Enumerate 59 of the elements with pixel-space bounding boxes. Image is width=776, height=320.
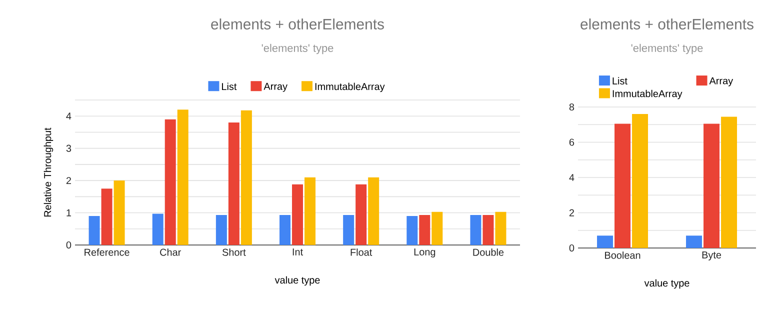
x-tick-label: Double <box>473 248 504 256</box>
bar <box>686 236 702 248</box>
bar <box>632 114 648 248</box>
x-tick-label: Byte <box>702 252 722 260</box>
x-tick-label: Int <box>292 248 303 256</box>
bar <box>356 184 367 245</box>
bar <box>292 184 304 245</box>
bar <box>704 124 720 248</box>
bar <box>152 214 164 245</box>
x-tick-label: Long <box>414 248 436 258</box>
y-tick-label: 1 <box>66 209 72 216</box>
x-axis-title: value type <box>644 279 690 289</box>
x-tick-label: Float <box>350 248 372 256</box>
bar <box>495 212 506 245</box>
bar <box>280 215 291 245</box>
bar <box>216 215 227 245</box>
y-tick-label: 2 <box>569 209 574 216</box>
chart-subtitle: 'elements' type <box>262 44 334 54</box>
bar <box>406 216 418 245</box>
x-tick-label: Boolean <box>605 252 640 259</box>
y-tick-label: 6 <box>569 138 574 146</box>
y-tick-label: 0 <box>569 244 574 252</box>
y-tick-label: 3 <box>66 144 72 152</box>
legend-label: ImmutableArray <box>612 90 682 100</box>
x-axis-title: value type <box>274 276 320 286</box>
legend-label: ImmutableArray <box>315 82 385 92</box>
bar <box>482 215 494 245</box>
chart-title: elements + otherElements <box>211 18 384 30</box>
bar <box>304 177 316 245</box>
y-tick-label: 4 <box>569 174 574 181</box>
bar <box>228 122 240 245</box>
y-axis-title: Relative Throughput <box>44 128 54 217</box>
x-tick-label: Char <box>160 248 181 256</box>
bar <box>240 110 252 245</box>
bar <box>597 236 614 248</box>
bar <box>419 215 430 245</box>
y-tick-label: 0 <box>66 241 72 249</box>
bar <box>368 177 380 245</box>
chart-subtitle: 'elements' type <box>631 44 703 54</box>
bar <box>88 216 100 245</box>
bar <box>101 188 112 245</box>
x-tick-label: Reference <box>84 248 130 256</box>
bar <box>164 119 176 245</box>
bar <box>432 212 443 245</box>
bar <box>114 180 125 245</box>
y-tick-label: 2 <box>66 177 71 184</box>
bar <box>721 116 738 248</box>
bar <box>343 215 354 245</box>
chart-title: elements + otherElements <box>580 18 754 30</box>
legend-label: List <box>612 77 628 84</box>
x-tick-label: Short <box>222 248 246 256</box>
bar <box>614 124 631 248</box>
legend-label: Array <box>264 82 288 92</box>
bar <box>470 215 482 245</box>
y-tick-label: 8 <box>569 103 574 111</box>
legend-label: List <box>222 82 237 90</box>
legend-label: Array <box>709 77 734 86</box>
bar <box>177 110 188 245</box>
y-tick-label: 4 <box>66 112 72 120</box>
